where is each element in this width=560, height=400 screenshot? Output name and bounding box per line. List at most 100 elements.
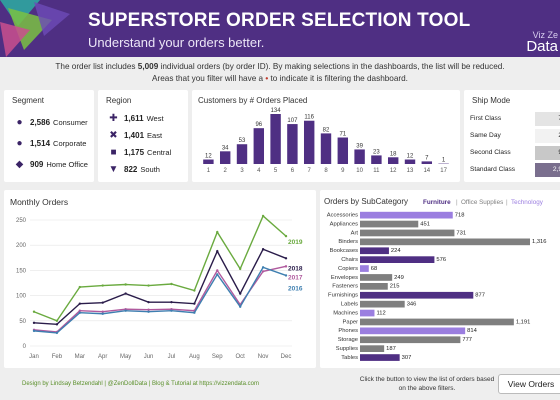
segment-item-corporate[interactable]: ● 1,514 Corporate — [14, 138, 86, 149]
subcategory-bar[interactable] — [360, 256, 435, 263]
series-point-2018[interactable] — [147, 300, 150, 304]
series-point-2017[interactable] — [147, 308, 150, 311]
series-point-2016[interactable] — [261, 266, 265, 269]
series-point-2016[interactable] — [216, 273, 219, 276]
subcategory-bar[interactable] — [360, 309, 375, 317]
ship-mode-row[interactable]: Second Class 9 — [470, 146, 560, 160]
region-item-west[interactable]: ✚ 1,611 West — [108, 113, 163, 124]
monthly-orders-line-chart[interactable]: Monthly Orders 0 50 100 150 200 250 Jan Feb Mar A… — [4, 190, 316, 368]
region-item-central[interactable]: ■ 1,175 Central — [108, 147, 171, 158]
series-point-2017[interactable] — [101, 310, 104, 313]
customers-bar[interactable] — [236, 144, 248, 164]
subcategory-bar-chart[interactable]: Orders by SubCategory Furniture | Office S… — [320, 190, 560, 368]
x-tick-label: Aug — [189, 354, 200, 360]
customers-bar-chart[interactable]: Customers by # Orders Placed 12134253396… — [192, 90, 460, 182]
series-point-2016[interactable] — [55, 331, 59, 335]
subcategory-bar[interactable] — [360, 238, 530, 246]
legend-entry[interactable]: Furniture — [423, 199, 451, 206]
series-point-2018[interactable] — [32, 321, 36, 325]
series-point-2017[interactable] — [261, 270, 265, 273]
series-point-2016[interactable] — [124, 309, 127, 312]
series-point-2018[interactable] — [261, 248, 265, 251]
series-point-2017[interactable] — [78, 309, 82, 312]
customers-bar[interactable] — [303, 120, 315, 164]
series-line-2019[interactable] — [33, 214, 287, 322]
subcategory-label: Accessories — [327, 213, 358, 219]
subcategory-bar[interactable] — [360, 229, 455, 237]
series-point-2019[interactable] — [78, 285, 82, 289]
subcategory-bar[interactable] — [360, 354, 400, 361]
customers-bar[interactable] — [337, 137, 349, 164]
series-point-2019[interactable] — [261, 214, 265, 218]
ship-mode-row[interactable]: Standard Class 2,9 — [470, 163, 560, 177]
series-point-2018[interactable] — [124, 292, 127, 295]
series-point-2019[interactable] — [284, 234, 288, 238]
customers-bar[interactable] — [371, 155, 382, 164]
subcategory-bar[interactable] — [360, 283, 388, 290]
customers-bar[interactable] — [404, 159, 416, 164]
series-point-2016[interactable] — [147, 310, 150, 313]
subcategory-bar[interactable] — [360, 318, 514, 326]
customers-bar[interactable] — [270, 114, 281, 164]
series-point-2017[interactable] — [284, 265, 288, 268]
series-point-2018[interactable] — [238, 292, 242, 295]
series-point-2019[interactable] — [101, 284, 104, 287]
series-line-2016[interactable] — [33, 266, 287, 334]
series-point-2018[interactable] — [284, 257, 288, 260]
series-point-2018[interactable] — [170, 300, 173, 304]
customers-bar[interactable] — [203, 159, 214, 164]
legend-entry[interactable]: Office Supplies — [461, 199, 503, 206]
subcategory-bar[interactable] — [360, 327, 466, 335]
series-point-2018[interactable] — [193, 302, 196, 305]
series-point-2017[interactable] — [216, 269, 219, 272]
series-point-2018[interactable] — [216, 250, 219, 253]
region-item-south[interactable]: ▼ 822 South — [108, 164, 160, 175]
series-point-2019[interactable] — [32, 310, 36, 313]
credit-line[interactable]: Design by Lindsay Betzendahl | @ZenDollD… — [22, 381, 259, 387]
legend-entry[interactable]: Technology — [511, 199, 544, 206]
series-point-2019[interactable] — [238, 267, 242, 271]
subcategory-bar[interactable] — [360, 345, 385, 352]
series-point-2019[interactable] — [193, 289, 196, 292]
series-point-2016[interactable] — [170, 309, 173, 312]
series-point-2016[interactable] — [193, 311, 196, 314]
subcategory-bar[interactable] — [360, 265, 369, 272]
region-title: Region — [106, 96, 132, 105]
series-line-2018[interactable] — [33, 248, 287, 326]
subcategory-bar[interactable] — [360, 291, 474, 299]
series-point-2019[interactable] — [216, 230, 219, 234]
region-label: East — [147, 131, 163, 140]
segment-item-consumer[interactable]: ● 2,586 Consumer — [14, 117, 87, 128]
series-point-2019[interactable] — [124, 283, 127, 286]
series-point-2018[interactable] — [101, 301, 104, 304]
series-point-2016[interactable] — [78, 311, 82, 314]
subcategory-bar[interactable] — [360, 300, 405, 308]
series-point-2019[interactable] — [55, 319, 59, 322]
series-point-2019[interactable] — [147, 284, 150, 287]
customers-bar[interactable] — [219, 151, 231, 164]
customers-bar[interactable] — [320, 133, 332, 164]
customers-bar-value: 34 — [222, 145, 229, 151]
customers-bar[interactable] — [354, 149, 365, 164]
series-point-2016[interactable] — [238, 305, 242, 308]
region-item-east[interactable]: ✖ 1,401 East — [108, 130, 162, 141]
series-point-2016[interactable] — [32, 329, 36, 333]
customers-bar[interactable] — [287, 124, 298, 164]
ship-mode-row[interactable]: Same Day 2 — [470, 129, 560, 143]
series-point-2019[interactable] — [170, 282, 173, 286]
customers-bar[interactable] — [387, 157, 399, 164]
series-point-2018[interactable] — [78, 302, 82, 305]
subcategory-bar[interactable] — [360, 247, 389, 255]
customers-bar[interactable] — [421, 161, 433, 164]
customers-bar[interactable] — [253, 128, 265, 164]
ship-mode-row[interactable]: First Class 7 — [470, 112, 560, 126]
subcategory-bar[interactable] — [360, 211, 453, 219]
segment-item-home-office[interactable]: ◆ 909 Home Office — [14, 159, 88, 170]
series-point-2018[interactable] — [55, 323, 59, 326]
subcategory-bar[interactable] — [360, 274, 393, 281]
subcategory-bar[interactable] — [360, 336, 461, 344]
view-orders-button[interactable]: View Orders — [498, 374, 560, 394]
series-point-2016[interactable] — [284, 274, 288, 277]
series-point-2016[interactable] — [101, 312, 104, 315]
subcategory-bar[interactable] — [360, 220, 419, 228]
